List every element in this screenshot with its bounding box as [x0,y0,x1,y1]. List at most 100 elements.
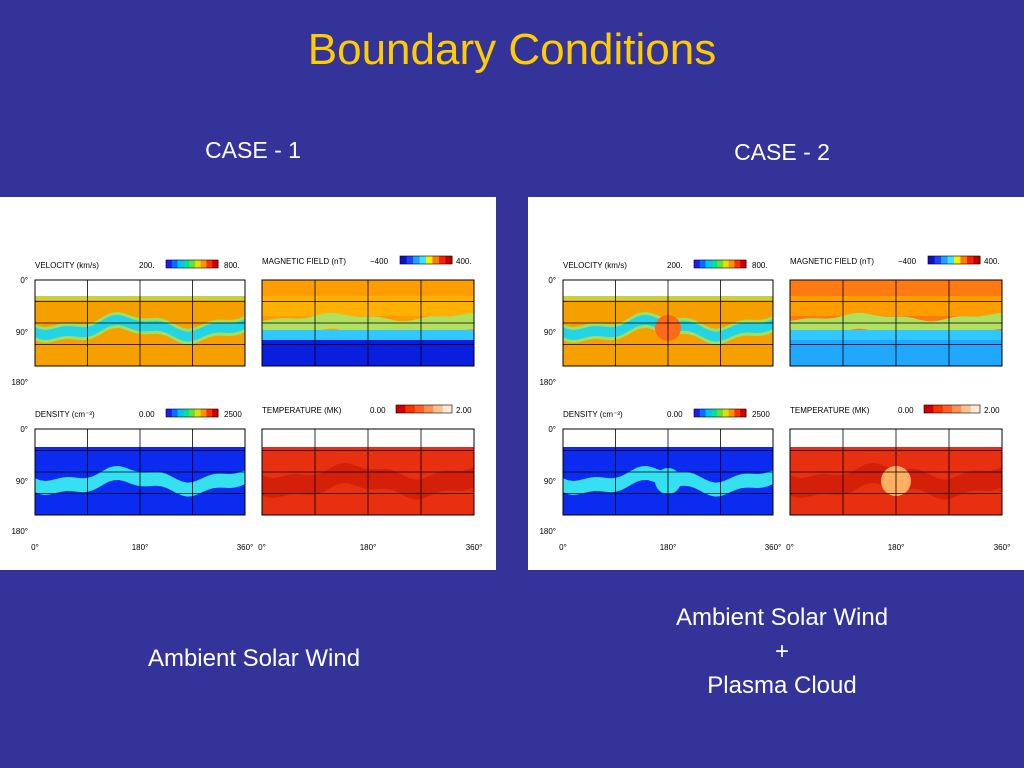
case-1-velocity-colorbar-segment [183,260,190,268]
case-2-density-colorbar-segment [734,409,741,417]
case-1-temperature-colorbar-segment [433,405,444,413]
case-2-x-tick-right: 360° [994,543,1011,552]
case-1-temperature-colorbar-segment [414,405,425,413]
case-1-magnetic-frame [261,279,475,367]
case-1-density-plot: DENSITY (cm⁻³) 0.00 2500 [34,408,246,516]
case-1-density-colorbar-segment [183,409,190,417]
case-2-temperature-frame [789,428,1003,516]
case-2-caption: Ambient Solar Wind + Plasma Cloud [572,601,992,703]
case-2-y-tick: 0° [548,276,556,285]
case-2-velocity-colorbar-frame [693,259,747,269]
case-1-y-tick: 180° [11,378,28,387]
case-2-density-colorbar-segment [699,409,707,417]
case-2-magnetic-plot: MAGNETIC FIELD (nT) −400 400. [789,255,1003,367]
case-2-temperature-colorbar-segment [942,405,953,413]
case-1-temperature-colorbar-segment [442,405,453,413]
slide-title: Boundary Conditions [307,25,717,74]
case-2-magnetic-colorbar-segment [941,256,948,264]
case-1-velocity-colorbar-segment [177,260,184,268]
case-2-y-tick: 0° [548,425,556,434]
case-2-magnetic-min: −400 [898,257,917,266]
case-2-velocity-colorbar-segment [728,260,735,268]
case-1-temperature-min: 0.00 [370,406,386,415]
case-2-temperature-colorbar-segment [970,405,981,413]
case-2-velocity-min: 200. [667,261,683,270]
case-2-caption-line-1: Ambient Solar Wind [675,604,889,631]
case-1-velocity-colorbar-segment [194,260,202,268]
case-1-temperature-colorbar-segment [405,405,416,413]
case-1-density-colorbar-segment [171,409,179,417]
case-2-caption-line-3: Plasma Cloud [707,672,857,699]
case-2-temperature-label: TEMPERATURE (MK) [790,406,870,415]
case-2-x-tick-left: 180° [660,543,677,552]
case-2-density-colorbar-segment [728,409,735,417]
case-2-density-colorbar-segment [705,409,712,417]
case-1-y-tick: 180° [11,527,28,536]
case-1-y-tick: 90° [16,477,28,486]
case-2-density-colorbar-segment [722,409,730,417]
case-1-density-label: DENSITY (cm⁻³) [35,410,95,419]
case-1-temperature-colorbar-segment [396,405,406,413]
case-1-velocity-min: 200. [139,261,155,270]
case-1-velocity-plot: VELOCITY (km/s) 200. 800. [34,259,246,367]
case-1-magnetic-max: 400. [456,257,472,266]
case-1-y-tick: 90° [16,328,28,337]
case-2-density-colorbar-segment [740,409,747,417]
case-1-velocity-colorbar-frame [165,259,219,269]
case-2-velocity-colorbar-segment [722,260,730,268]
case-2-velocity-colorbar-segment [717,260,724,268]
case-2-density-min: 0.00 [667,410,683,419]
case-2-velocity-colorbar-segment [705,260,712,268]
case-2-temperature-colorbar-segment [933,405,944,413]
case-2-velocity-frame [562,279,774,367]
case-1-density-colorbar-frame [165,408,219,418]
case-2-magnetic-colorbar-segment [973,256,981,264]
case-1-temperature-max: 2.00 [456,406,472,415]
case-1-x-tick-left: 0° [31,543,39,552]
case-2-magnetic-colorbar-segment [934,256,942,264]
case-2-magnetic-colorbar-segment [928,256,935,264]
case-2-velocity-colorbar-segment [699,260,707,268]
case-2-density-frame [562,428,774,516]
case-1-caption-line: Ambient Solar Wind [147,645,361,672]
case-2-magnetic-frame [789,279,1003,367]
case-1-density-colorbar-segment [212,409,219,417]
case-2-density-max: 2500 [752,410,770,419]
case-1-velocity-colorbar-segment [206,260,213,268]
case-2-temperature-colorbar-segment [924,405,934,413]
case-1-velocity-colorbar-segment [200,260,207,268]
case-2-caption-line-2: + [774,638,789,665]
case-1-temperature-label: TEMPERATURE (MK) [262,406,342,415]
case-1-x-tick-right: 180° [360,543,377,552]
case-1-density-min: 0.00 [139,410,155,419]
case-1-magnetic-colorbar-segment [439,256,446,264]
case-1-magnetic-colorbar-segment [400,256,407,264]
case-2-density-label: DENSITY (cm⁻³) [563,410,623,419]
case-1-x-tick-left: 180° [132,543,149,552]
case-1-density-colorbar-segment [194,409,202,417]
case-1-x-tick-right: 0° [258,543,266,552]
case-1-density-max: 2500 [224,410,242,419]
case-2-velocity-colorbar-segment [694,260,701,268]
case-1-density-frame [34,428,246,516]
case-2-velocity-max: 800. [752,261,768,270]
case-1-temperature-frame [261,428,475,516]
case-1-velocity-colorbar-segment [189,260,196,268]
case-1-y-tick: 0° [20,276,28,285]
case-2-temperature-colorbar-segment [961,405,972,413]
case-1-magnetic-colorbar-segment [445,256,453,264]
case-1-density-colorbar-segment [200,409,207,417]
case-1-x-tick-left: 360° [237,543,254,552]
case-1-magnetic-plot: MAGNETIC FIELD (nT) −400 400. [261,255,475,367]
case-1-density-colorbar-segment [189,409,196,417]
case-1-magnetic-min: −400 [370,257,389,266]
case-2-y-tick: 90° [544,477,556,486]
case-2-temperature-max: 2.00 [984,406,1000,415]
case-2-x-tick-right: 0° [786,543,794,552]
case-1-magnetic-colorbar-segment [419,256,427,264]
case-2-velocity-colorbar-segment [740,260,747,268]
case-1-density-colorbar-segment [177,409,184,417]
case-2-magnetic-colorbar-frame [927,255,981,265]
case-1-velocity-max: 800. [224,261,240,270]
case-2-magnetic-colorbar-segment [960,256,968,264]
